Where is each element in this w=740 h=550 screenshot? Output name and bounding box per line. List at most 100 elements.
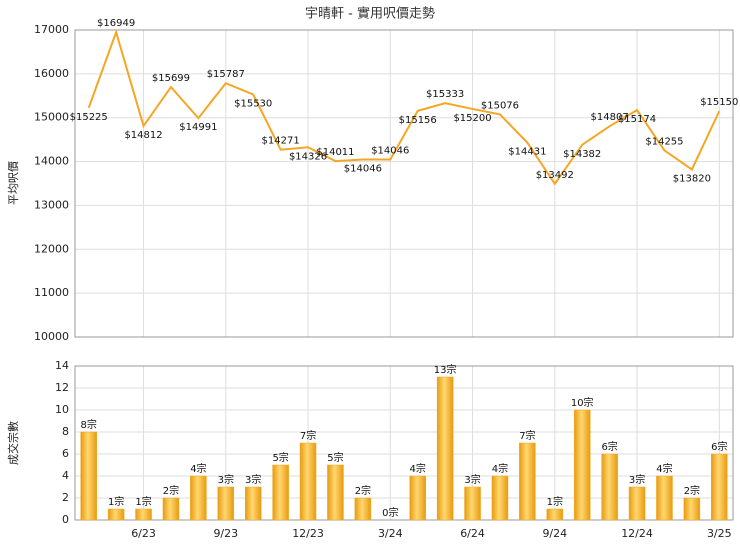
data-label: 1宗 [108,495,124,508]
y-tick-label: 14000 [34,155,69,168]
bar [656,475,673,521]
bar [354,497,372,521]
bar [601,453,618,521]
bar [162,497,180,521]
bar [409,475,426,521]
bar [519,442,536,521]
data-label: 1宗 [135,495,151,508]
data-label: $14255 [645,136,683,147]
data-label: $15333 [426,89,464,100]
plot-frame [74,29,734,338]
y-tick-label: 10000 [34,330,69,343]
data-label: $15150 [700,97,738,108]
data-label: 2宗 [163,484,179,497]
data-label: $14326 [289,151,327,162]
x-tick-label: 3/25 [707,527,732,540]
line [87,29,721,186]
data-label: 13宗 [434,363,457,376]
y-tick-label: 15000 [34,111,69,124]
data-label: $14382 [563,149,601,160]
data-label: 7宗 [300,429,316,442]
data-label: 2宗 [684,484,700,497]
data-label: 10宗 [571,396,594,409]
bar [80,431,97,521]
data-label: $15156 [399,115,437,126]
y-tick-label: 12 [55,381,69,394]
bar [436,376,454,521]
data-label: $15200 [453,113,491,124]
x-tick-label: 9/23 [213,527,238,540]
bar [711,453,728,521]
data-label: $15530 [234,98,272,109]
bar [546,508,564,521]
data-label: 6宗 [711,440,727,453]
bar [464,486,481,521]
plot-frame [74,365,734,521]
data-label: 2宗 [355,484,371,497]
data-label: 7宗 [519,429,535,442]
data-label: 5宗 [272,451,288,464]
data-label: $14271 [262,136,300,147]
data-label: $14807 [591,112,629,123]
data-label: 3宗 [218,473,234,486]
x-tick-label: 12/24 [621,527,653,540]
bar [683,497,701,521]
data-label: $13492 [536,170,574,181]
data-label: 4宗 [492,462,508,475]
data-label: $16949 [97,18,135,29]
x-tick-label: 9/24 [542,527,567,540]
data-label: 4宗 [410,462,426,475]
data-label: $14046 [371,146,409,157]
data-label: 0宗 [382,506,398,519]
x-tick-label: 3/24 [378,527,403,540]
data-label: $13820 [673,173,711,184]
data-label: 8宗 [81,418,97,431]
y-tick-label: 10 [55,403,69,416]
data-label: $15076 [481,100,519,111]
y-tick-label: 11000 [34,286,69,299]
x-tick-label: 6/23 [131,527,156,540]
y-tick-label: 12000 [34,242,69,255]
data-label: 6宗 [601,440,617,453]
bar [217,486,235,521]
data-label: $15174 [618,114,656,125]
bar [327,464,344,521]
bar [491,475,509,521]
data-label: 4宗 [656,462,672,475]
x-tick-label: 6/24 [460,527,485,540]
data-label: 5宗 [327,451,343,464]
y-tick-label: 4 [62,469,69,482]
data-label: $14011 [316,147,354,158]
y-tick-label: 17000 [34,23,69,36]
y-tick-label: 2 [62,491,69,504]
y-axis-label: 平均呎價 [6,161,20,205]
y-tick-label: 14 [55,359,69,372]
bar [628,486,646,521]
data-label: $15699 [152,73,190,84]
y-tick-label: 0 [62,513,69,526]
data-label: 3宗 [629,473,645,486]
bar [299,442,317,521]
y-tick-label: 8 [62,425,69,438]
data-label: 1宗 [547,495,563,508]
data-label: 3宗 [245,473,261,486]
y-tick-label: 16000 [34,67,69,80]
y-axis-label: 成交宗數 [6,421,20,465]
y-tick-label: 6 [62,447,69,460]
data-label: $14431 [508,147,546,158]
data-label: $15787 [207,69,245,80]
bar [244,486,262,521]
bar [107,508,125,521]
data-label: $14046 [344,164,382,175]
data-label: 4宗 [190,462,206,475]
bar [573,409,591,521]
y-tick-label: 13000 [34,198,69,211]
data-label: $15225 [70,112,108,123]
x-tick-label: 12/23 [292,527,324,540]
data-label: 3宗 [464,473,480,486]
data-label: $14812 [124,130,162,141]
data-label: $14991 [179,122,217,133]
bar [190,475,207,521]
bar [135,508,152,521]
